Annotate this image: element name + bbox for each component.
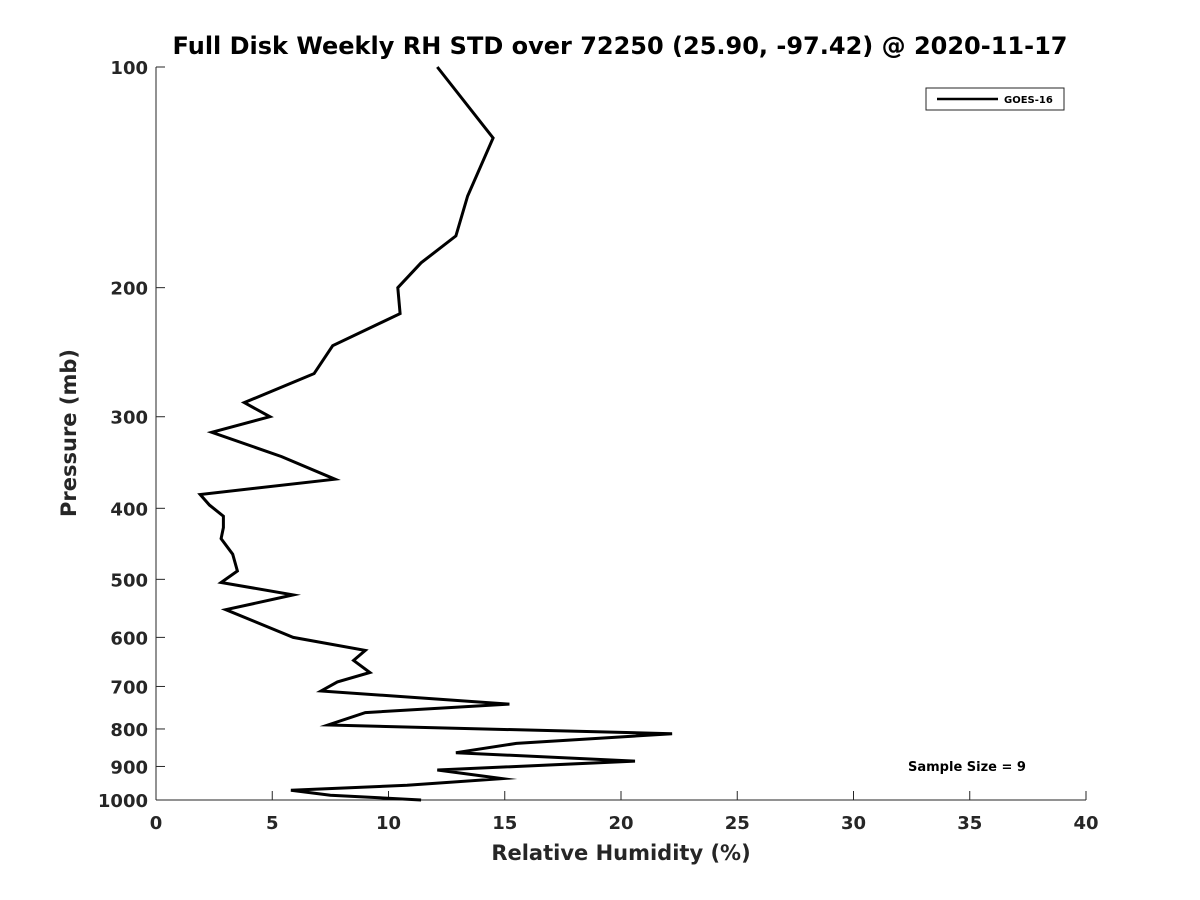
plot-area [156,67,1086,800]
x-tick-label-10: 10 [376,813,401,834]
x-axis-ticks: 0 5 10 15 20 25 30 35 40 [150,791,1099,834]
x-tick-label-25: 25 [725,813,750,834]
y-tick-label-800: 800 [110,720,148,741]
x-tick-label-35: 35 [957,813,982,834]
y-tick-label-300: 300 [110,408,148,429]
y-tick-label-700: 700 [110,677,148,698]
x-tick-label-0: 0 [150,813,163,834]
y-tick-label-200: 200 [110,279,148,300]
y-tick-label-500: 500 [110,570,148,591]
y-axis-label: Pressure (mb) [57,349,81,517]
chart-title: Full Disk Weekly RH STD over 72250 (25.9… [173,32,1068,60]
legend: GOES-16 [925,87,1065,111]
sample-size-annotation: Sample Size = 9 [908,760,1026,775]
y-tick-label-400: 400 [110,499,148,520]
x-tick-label-20: 20 [608,813,633,834]
y-tick-label-600: 600 [110,628,148,649]
y-tick-label-100: 100 [110,58,148,79]
y-tick-label-1000: 1000 [98,791,148,812]
x-tick-label-40: 40 [1073,813,1098,834]
x-tick-label-15: 15 [492,813,517,834]
legend-label-goes-16: GOES-16 [1004,95,1053,106]
y-axis-ticks: 100 200 300 400 500 600 700 800 900 1000 [98,58,165,812]
x-axis-label: Relative Humidity (%) [491,841,750,865]
series-group [197,66,673,802]
series-line-goes-16 [197,66,673,802]
x-tick-label-5: 5 [266,813,279,834]
x-tick-label-30: 30 [841,813,866,834]
y-tick-label-900: 900 [110,757,148,778]
